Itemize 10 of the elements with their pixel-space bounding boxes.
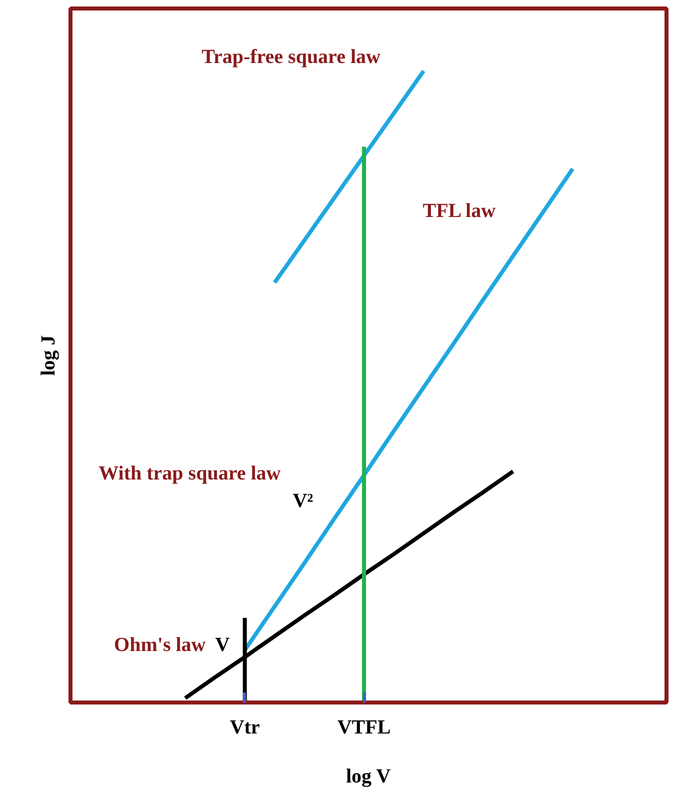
x-tick-label: VTFL (337, 716, 391, 738)
annotation: V² (292, 490, 314, 512)
annotation: TFL law (422, 200, 496, 222)
y-axis-title: log J (38, 335, 60, 376)
annotation: Ohm's law (114, 634, 206, 656)
x-axis-title: log V (346, 766, 392, 788)
x-tick-label: Vtr (230, 716, 260, 738)
annotation: V (215, 634, 230, 656)
text: Trap-free square law (202, 46, 382, 68)
annotation: With trap square law (98, 462, 282, 484)
